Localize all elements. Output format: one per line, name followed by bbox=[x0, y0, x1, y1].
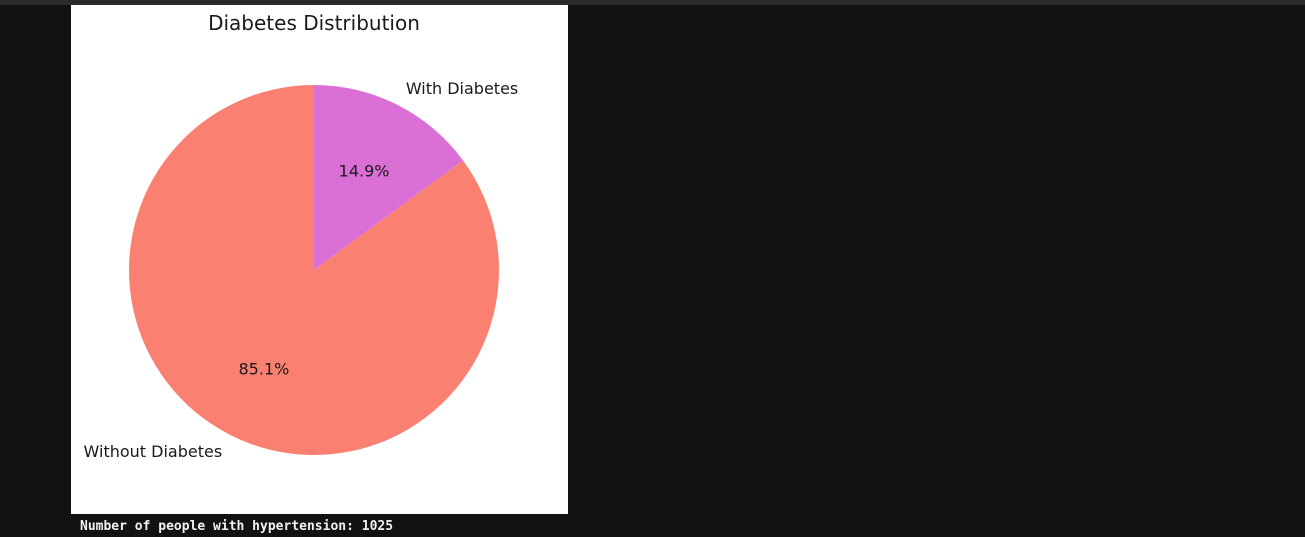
pie-category-label: Without Diabetes bbox=[84, 442, 223, 461]
chart-title: Diabetes Distribution bbox=[208, 11, 420, 35]
pie-category-label: With Diabetes bbox=[406, 79, 518, 98]
chart-figure: Diabetes Distribution 85.1% Without Diabe… bbox=[71, 5, 568, 514]
output-text: Number of people with hypertension: 1025 bbox=[80, 519, 394, 534]
pie-percent-label: 14.9% bbox=[339, 161, 390, 180]
pie-slices bbox=[129, 85, 500, 455]
pie-chart: Diabetes Distribution 85.1% Without Diabe… bbox=[84, 11, 519, 461]
window-top-bar bbox=[0, 0, 1305, 5]
pie-slice-without-diabetes bbox=[129, 85, 500, 455]
pie-percent-label: 85.1% bbox=[239, 360, 290, 379]
pie-labels: 85.1% Without Diabetes 14.9% With Diabetes bbox=[84, 79, 519, 461]
pie-slice-with-diabetes bbox=[314, 85, 463, 270]
